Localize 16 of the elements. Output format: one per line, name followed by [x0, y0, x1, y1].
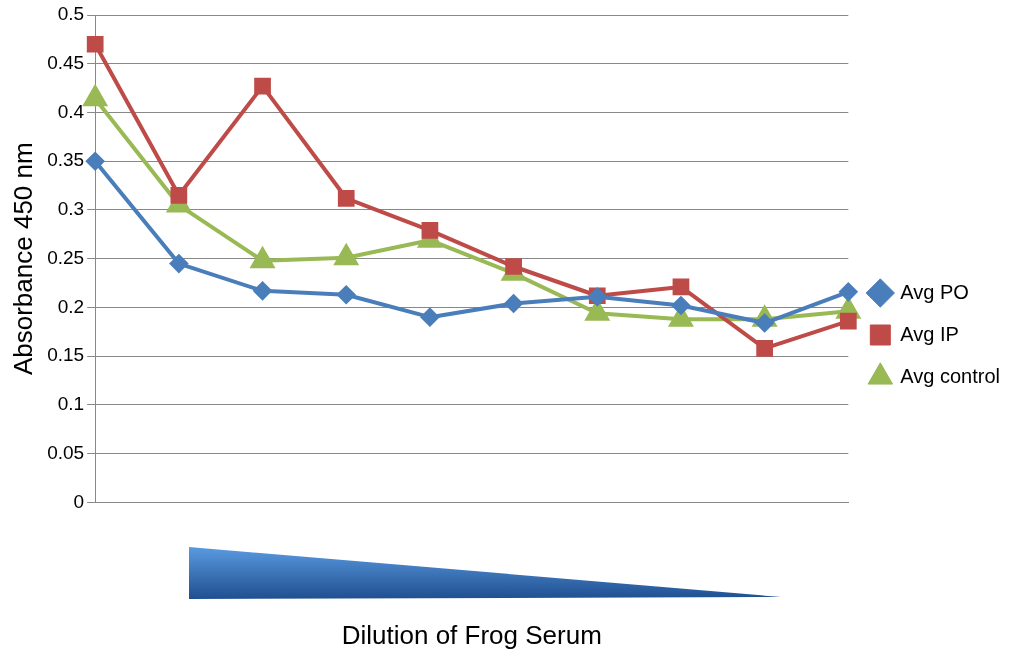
legend-label: Avg PO: [900, 280, 969, 303]
y-tick-label: 0.35: [47, 149, 85, 171]
y-tick-label: 0.4: [57, 100, 85, 122]
y-tick-label: 0.45: [47, 51, 85, 73]
y-tick-label: 0.3: [57, 198, 85, 220]
legend-label: Avg control: [900, 364, 1000, 387]
y-tick-label: 0: [73, 490, 85, 512]
y-tick-label: 0.2: [57, 295, 85, 317]
y-tick-label: 0.05: [47, 441, 85, 463]
y-tick-label: 0.1: [57, 393, 85, 415]
y-tick-label: 0.25: [47, 246, 85, 268]
y-axis-title: Absorbance 450 nm: [7, 142, 38, 376]
y-tick-label: 0.15: [47, 344, 85, 366]
y-tick-label: 0.5: [57, 3, 85, 25]
legend-label: Avg IP: [900, 322, 959, 345]
x-axis-title: Dilution of Frog Serum: [341, 619, 602, 650]
